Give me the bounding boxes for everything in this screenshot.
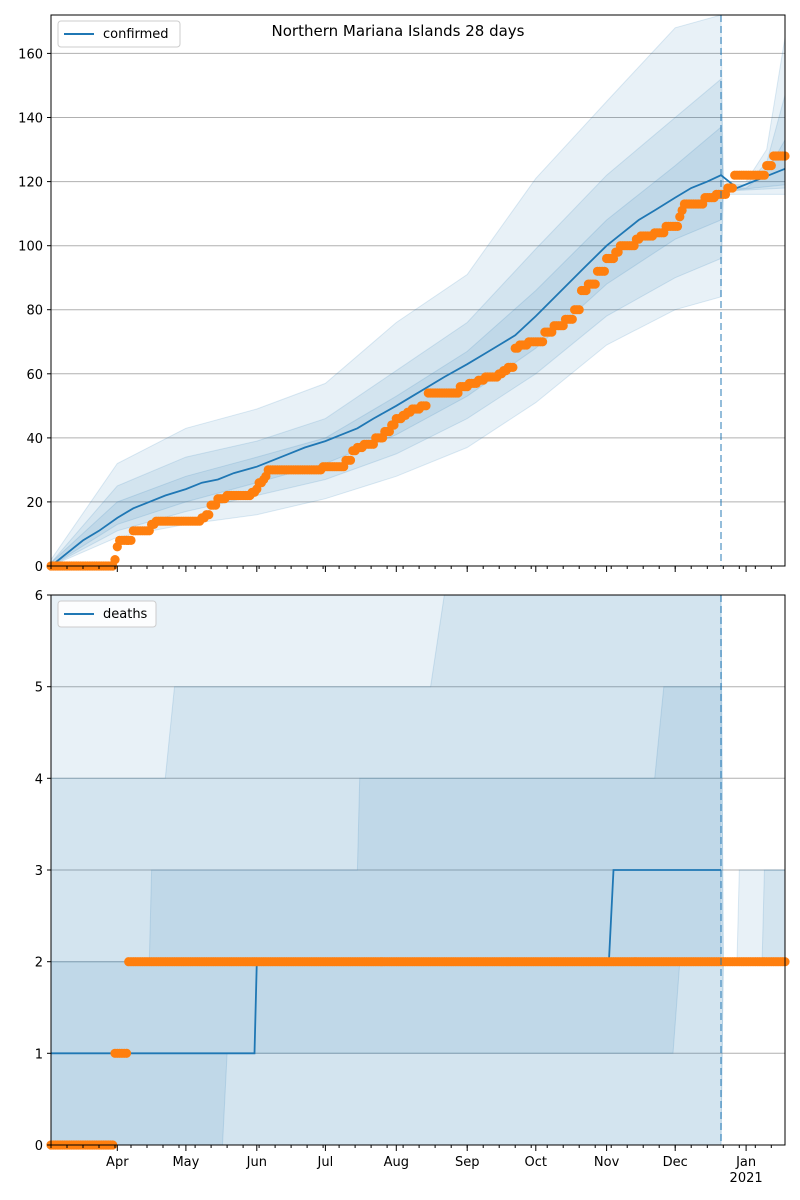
x-tick-label: Jun xyxy=(246,1155,267,1170)
confirmed-x-ticks xyxy=(50,566,772,572)
y-tick-label: 5 xyxy=(35,681,43,696)
observed-point xyxy=(538,337,548,347)
deaths-panel: 0 1 2 3 4 5 6 Apr May Jun Jul Aug Sep Oct Nov Dec Jan20… xyxy=(35,589,790,1186)
x-tick-label: Nov xyxy=(594,1155,620,1170)
confirmed-bands xyxy=(50,14,786,567)
confirmed-legend: confirmed xyxy=(57,20,181,48)
x-tick-label: Dec xyxy=(663,1155,688,1170)
x-tick-label: Aug xyxy=(384,1155,409,1170)
y-tick-label: 120 xyxy=(18,176,43,191)
legend-box xyxy=(57,20,181,48)
y-tick-label: 2 xyxy=(35,956,43,971)
observed-point xyxy=(567,314,577,324)
observed-point xyxy=(574,305,584,315)
x-tick-label: Apr xyxy=(106,1155,129,1170)
chart-title: Northern Mariana Islands 28 days xyxy=(272,22,525,40)
observed-point xyxy=(599,266,610,276)
observed-point xyxy=(126,535,136,546)
x-tick-label: Sep xyxy=(455,1155,480,1170)
confirmed-grid xyxy=(51,52,785,503)
legend-label-confirmed: confirmed xyxy=(103,27,169,42)
observed-point xyxy=(204,510,214,520)
observed-point xyxy=(590,279,600,289)
y-tick-label: 100 xyxy=(18,240,43,255)
x-tick-label: Jul xyxy=(317,1155,334,1170)
y-tick-label: 1 xyxy=(35,1047,43,1062)
deaths-y-ticks: 0 1 2 3 4 5 6 xyxy=(35,589,51,1154)
legend-box xyxy=(57,600,157,628)
observed-point xyxy=(727,183,738,193)
y-tick-label: 0 xyxy=(35,1139,43,1154)
observed-point xyxy=(121,1048,132,1058)
y-tick-label: 80 xyxy=(26,304,43,319)
y-tick-label: 3 xyxy=(35,864,43,879)
x-tick-label: Oct xyxy=(525,1155,547,1170)
confirmed-panel: 0 20 40 60 80 100 120 140 160 Northern Mariana I… xyxy=(18,14,790,575)
observed-point xyxy=(508,362,518,372)
deaths-legend: deaths xyxy=(57,600,157,628)
confirmed-axes-frame xyxy=(50,14,786,567)
y-tick-label: 40 xyxy=(26,432,43,447)
x-tick-label: May xyxy=(172,1155,199,1170)
deaths-bands xyxy=(50,594,786,1146)
x-tick-label: Jan xyxy=(735,1155,756,1170)
y-tick-label: 4 xyxy=(35,772,43,787)
y-tick-label: 6 xyxy=(35,589,43,604)
y-tick-label: 160 xyxy=(18,47,43,62)
observed-point xyxy=(345,455,356,465)
confirmed-series xyxy=(50,167,786,567)
observed-point xyxy=(766,161,776,171)
confirmed-y-ticks: 0 20 40 60 80 100 120 140 160 xyxy=(18,47,51,575)
y-tick-label: 0 xyxy=(35,560,43,575)
y-tick-label: 20 xyxy=(26,496,43,511)
deaths-observed-points xyxy=(46,957,790,1150)
observed-point xyxy=(672,221,683,231)
y-tick-label: 140 xyxy=(18,112,43,127)
y-tick-label: 60 xyxy=(26,368,43,383)
legend-label-deaths: deaths xyxy=(103,607,148,622)
observed-point xyxy=(759,170,770,180)
series-line-confirmed xyxy=(50,167,786,567)
confirmed-observed-points xyxy=(46,151,790,571)
observed-point xyxy=(110,555,120,565)
observed-point xyxy=(421,401,431,411)
x-tick-label: 2021 xyxy=(730,1171,763,1186)
